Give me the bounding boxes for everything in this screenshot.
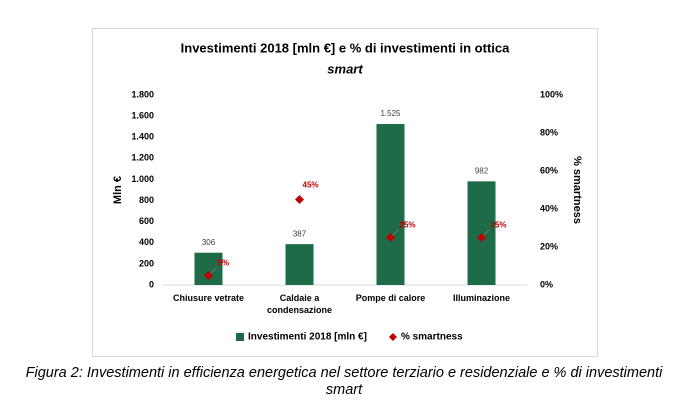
y2-tick-label: 0% (540, 279, 553, 289)
x-tick-label: Pompe di calore (355, 293, 426, 303)
y-tick-label: 1.000 (131, 174, 154, 184)
y-axis-title: Mln € (112, 176, 124, 204)
y-tick-label: 1.800 (131, 89, 154, 99)
leader-line (210, 267, 217, 274)
y2-tick-label: 60% (540, 165, 558, 175)
legend-swatch (236, 333, 244, 341)
y-tick-label: 1.600 (131, 110, 154, 120)
y-tick-label: 0 (149, 279, 154, 289)
data-label: 5% (218, 259, 230, 268)
data-label: 25% (491, 221, 507, 230)
y-tick-label: 1.200 (131, 153, 154, 163)
y2-tick-label: 100% (540, 89, 563, 99)
y2-tick-label: 20% (540, 241, 558, 251)
legend-swatch (388, 333, 397, 341)
y-tick-label: 400 (139, 237, 154, 247)
y-tick-label: 200 (139, 258, 154, 268)
y-tick-label: 800 (139, 195, 154, 205)
data-label: 306 (202, 238, 216, 247)
leader-line (392, 229, 399, 236)
y-tick-label: 600 (139, 216, 154, 226)
point (295, 195, 304, 204)
x-tick-label: Chiusure vetrate (172, 293, 245, 303)
y2-axis-title: % smartness (571, 156, 583, 224)
bar (376, 124, 405, 286)
chart-title-emphasis: smart (327, 61, 363, 76)
legend-label: Investimenti 2018 [mln €] (248, 332, 367, 343)
data-label: 982 (475, 166, 489, 175)
bar (194, 252, 223, 285)
legend-label: % smartness (401, 332, 463, 343)
y-tick-label: 1.400 (131, 132, 154, 142)
data-label: 387 (293, 229, 307, 238)
chart-frame (92, 28, 598, 357)
y2-tick-label: 80% (540, 127, 558, 137)
bar (285, 244, 314, 285)
figure-caption: Figura 2: Investimenti in efficienza ene… (25, 365, 663, 398)
chart-title: Investimenti 2018 [mln €] e % di investi… (181, 40, 510, 55)
data-label: 1.525 (380, 109, 401, 118)
x-tick-label: Caldaie a condensazione (266, 293, 332, 315)
data-label: 45% (303, 181, 319, 190)
leader-line (483, 229, 490, 236)
y2-tick-label: 40% (540, 203, 558, 213)
x-tick-label: Illuminazione (452, 293, 510, 303)
data-label: 25% (400, 221, 416, 230)
